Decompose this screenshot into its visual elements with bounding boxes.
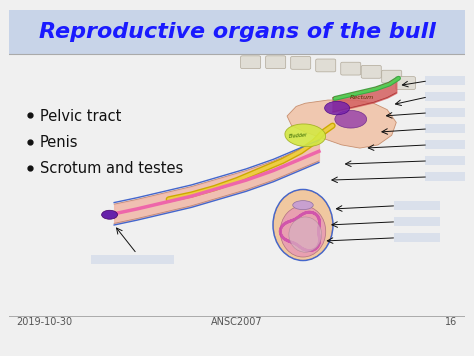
FancyBboxPatch shape xyxy=(361,66,381,78)
Text: Reproductive organs of the bull: Reproductive organs of the bull xyxy=(38,22,436,42)
Ellipse shape xyxy=(325,101,350,115)
FancyBboxPatch shape xyxy=(393,201,440,210)
Ellipse shape xyxy=(273,190,333,260)
FancyBboxPatch shape xyxy=(425,124,472,134)
FancyBboxPatch shape xyxy=(382,70,402,83)
Text: Pelvic tract: Pelvic tract xyxy=(40,109,121,124)
Ellipse shape xyxy=(101,210,118,219)
Text: Bladder: Bladder xyxy=(289,132,308,138)
FancyBboxPatch shape xyxy=(9,10,465,53)
Text: 2019-10-30: 2019-10-30 xyxy=(16,317,73,327)
Polygon shape xyxy=(287,100,396,148)
Text: ANSC2007: ANSC2007 xyxy=(211,317,263,327)
FancyBboxPatch shape xyxy=(393,233,440,242)
Ellipse shape xyxy=(293,201,313,210)
FancyBboxPatch shape xyxy=(425,140,472,150)
Text: Rectum: Rectum xyxy=(350,95,374,100)
FancyBboxPatch shape xyxy=(425,156,472,166)
FancyBboxPatch shape xyxy=(425,92,472,101)
FancyBboxPatch shape xyxy=(291,57,311,69)
FancyBboxPatch shape xyxy=(425,108,472,117)
Ellipse shape xyxy=(285,124,326,147)
Ellipse shape xyxy=(335,110,367,128)
FancyBboxPatch shape xyxy=(425,172,472,182)
FancyBboxPatch shape xyxy=(241,56,261,69)
Text: 16: 16 xyxy=(446,317,458,327)
FancyBboxPatch shape xyxy=(393,217,440,226)
FancyBboxPatch shape xyxy=(425,76,472,85)
FancyBboxPatch shape xyxy=(91,255,174,264)
Text: Penis: Penis xyxy=(40,135,79,150)
Text: Scrotum and testes: Scrotum and testes xyxy=(40,161,183,176)
FancyBboxPatch shape xyxy=(395,77,415,89)
Ellipse shape xyxy=(280,206,326,257)
FancyBboxPatch shape xyxy=(341,62,361,75)
FancyBboxPatch shape xyxy=(265,56,286,69)
Ellipse shape xyxy=(289,217,322,252)
FancyBboxPatch shape xyxy=(316,59,336,72)
